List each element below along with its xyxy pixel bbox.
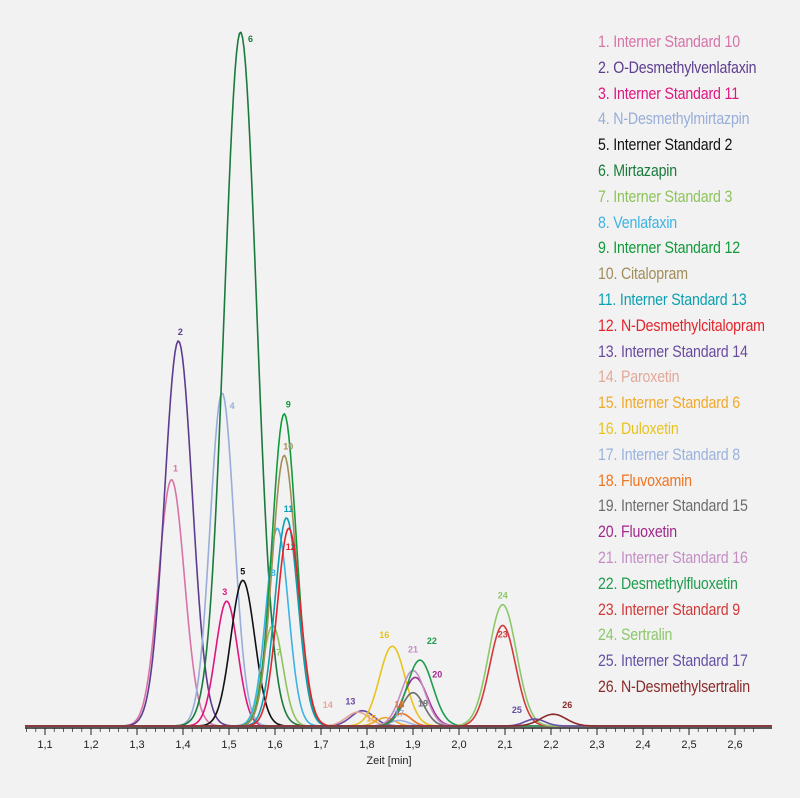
legend-item-16: 16. Duloxetin xyxy=(598,419,679,438)
x-tick-label: 2,3 xyxy=(589,739,604,751)
peak-label-11: 11 xyxy=(284,504,294,514)
peak-label-13: 13 xyxy=(345,697,355,707)
legend-item-13: 13. Interner Standard 14 xyxy=(598,342,748,361)
peak-curves xyxy=(25,31,772,727)
peak-label-6: 6 xyxy=(248,34,253,44)
peak-label-26: 26 xyxy=(562,700,572,710)
peak-label-25: 25 xyxy=(512,705,522,715)
x-tick-label: 2,6 xyxy=(727,739,742,751)
peak-label-21: 21 xyxy=(408,645,418,655)
peak-label-2: 2 xyxy=(178,327,183,337)
legend-item-23: 23. Interner Standard 9 xyxy=(598,600,740,619)
x-tick-label: 2,5 xyxy=(681,739,696,751)
peak-label-22: 22 xyxy=(427,636,437,646)
peak-label-15: 15 xyxy=(366,714,376,724)
x-tick-label: 1,2 xyxy=(83,739,98,751)
legend-item-24: 24. Sertralin xyxy=(598,626,673,645)
legend-item-12: 12. N-Desmethylcitalopram xyxy=(598,316,765,335)
legend-item-25: 25. Interner Standard 17 xyxy=(598,652,748,671)
peak-label-5: 5 xyxy=(240,566,245,576)
peak-label-4: 4 xyxy=(230,401,235,411)
legend-item-20: 20. Fluoxetin xyxy=(598,523,678,542)
peak-label-7: 7 xyxy=(276,647,281,657)
peak-label-12: 12 xyxy=(286,542,296,552)
peak-label-3: 3 xyxy=(222,587,227,597)
legend: 1. Interner Standard 10 2. O-Desmethylven… xyxy=(598,30,798,701)
peak-curve-26 xyxy=(25,713,772,727)
x-tick-label: 1,6 xyxy=(267,739,282,751)
peak-label-10: 10 xyxy=(283,441,293,451)
peak-label-23: 23 xyxy=(498,629,508,639)
peak-label-18: 18 xyxy=(394,700,404,710)
x-tick-label: 2,4 xyxy=(635,739,650,751)
peak-label-9: 9 xyxy=(286,400,291,410)
x-tick-label: 1,3 xyxy=(129,739,144,751)
peak-label-20: 20 xyxy=(432,669,442,679)
legend-item-6: 6. Mirtazapin xyxy=(598,161,677,180)
legend-item-17: 17. Interner Standard 8 xyxy=(598,445,740,464)
x-tick-label: 2,1 xyxy=(497,739,512,751)
legend-item-4: 4. N-Desmethylmirtazpin xyxy=(598,110,750,129)
x-tick-label: 1,1 xyxy=(37,739,52,751)
legend-item-18: 18. Fluvoxamin xyxy=(598,471,692,490)
legend-item-19: 19. Interner Standard 15 xyxy=(598,497,748,516)
peak-label-24: 24 xyxy=(498,591,508,601)
x-tick-label: 1,8 xyxy=(359,739,374,751)
x-tick-label: 1,5 xyxy=(221,739,236,751)
x-axis-label: Zeit [min] xyxy=(366,755,411,767)
x-tick-label: 1,7 xyxy=(313,739,328,751)
legend-item-15: 15. Interner Standard 6 xyxy=(598,394,740,413)
legend-item-3: 3. Interner Standard 11 xyxy=(598,84,739,103)
peak-label-19: 19 xyxy=(418,699,428,709)
peak-label-16: 16 xyxy=(379,630,389,640)
peak-label-1: 1 xyxy=(173,464,178,474)
legend-item-22: 22. Desmethylfluoxetin xyxy=(598,574,738,593)
legend-item-21: 21. Interner Standard 16 xyxy=(598,548,748,567)
legend-item-9: 9. Interner Standard 12 xyxy=(598,239,740,258)
x-tick-label: 1,9 xyxy=(405,739,420,751)
peak-label-8: 8 xyxy=(271,568,276,578)
legend-item-5: 5. Interner Standard 2 xyxy=(598,136,733,155)
x-axis: 1,1 1,2 1,3 1,4 1,5 1,6 1,7 1,8 1,9 2,0 2,1 2,2 2,3 2… xyxy=(25,727,772,751)
legend-item-2: 2. O-Desmethylvenlafaxin xyxy=(598,58,757,77)
legend-item-8: 8. Venlafaxin xyxy=(598,213,678,232)
peak-label-14: 14 xyxy=(323,700,333,710)
legend-item-1: 1. Interner Standard 10 xyxy=(598,33,740,51)
peak-label-17: 17 xyxy=(394,708,404,718)
legend-item-14: 14. Paroxetin xyxy=(598,368,680,387)
legend-item-11: 11. Interner Standard 13 xyxy=(598,290,747,309)
x-tick-label: 2,0 xyxy=(451,739,466,751)
legend-item-10: 10. Citalopram xyxy=(598,265,688,284)
legend-item-26: 26. N-Desmethylsertralin xyxy=(598,677,751,696)
x-tick-label: 1,4 xyxy=(175,739,190,751)
legend-item-7: 7. Interner Standard 3 xyxy=(598,187,733,206)
x-tick-label: 2,2 xyxy=(543,739,558,751)
